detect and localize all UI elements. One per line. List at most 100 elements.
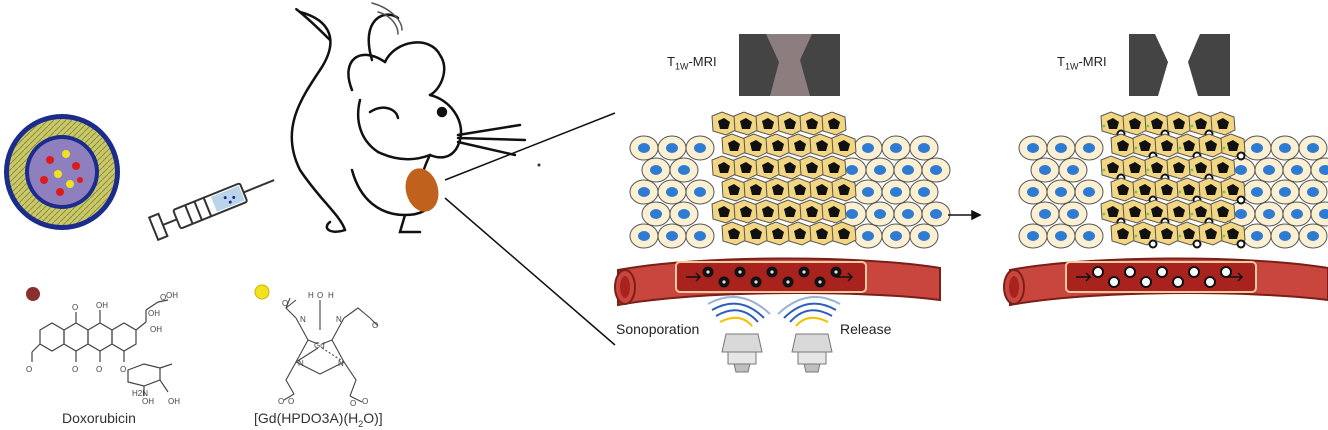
atom-label: N [298,359,304,368]
tumor-nucleus [838,184,850,195]
vessel-liposome [1124,266,1136,278]
cell-nucleus [918,187,930,197]
vessel-liposome [1188,266,1200,278]
vessel-liposome [1156,266,1168,278]
mri-label-right: T1W-MRI [1057,54,1107,72]
cell-nucleus [890,143,902,153]
cell-nucleus [846,209,858,219]
vessel-liposome [1172,276,1184,288]
tumor-nucleus [794,184,806,195]
cell-nucleus [678,209,690,219]
cell-nucleus [918,231,930,241]
tumor-nucleus [1173,162,1185,173]
tumor-nucleus [1161,140,1173,151]
cell-nucleus [1279,187,1291,197]
cell-nucleus [1039,165,1051,175]
released-drug [1134,190,1138,194]
tumor-nucleus [1129,206,1141,217]
tumor-nucleus [1205,140,1217,151]
atom-label: O [120,365,126,374]
tumor-organ [405,168,439,212]
released-drug [1134,146,1138,150]
cell-nucleus [666,187,678,197]
cell-nucleus [1279,231,1291,241]
tumor-nucleus [1183,184,1195,195]
cell-nucleus [678,165,690,175]
liposome-icon [4,114,120,230]
mri-image-right [1129,34,1230,96]
tumor-nucleus [1217,162,1229,173]
atom-label: O [96,365,102,374]
cell-nucleus [1251,187,1263,197]
liposome-payload [40,150,83,196]
tumor-nucleus [762,162,774,173]
atom-label: H2N [132,389,148,398]
cell-nucleus [1235,209,1247,219]
sonoporation-label: Sonoporation [616,321,700,337]
cell-nucleus [1083,187,1095,197]
tumor-nucleus [718,118,730,129]
released-drug [1222,190,1226,194]
cell-nucleus [1055,187,1067,197]
tumor-nucleus [750,184,762,195]
tumor-nucleus [740,206,752,217]
cell-nucleus [890,231,902,241]
tumor-nucleus [794,140,806,151]
vessel-liposome [1220,266,1232,278]
tumor-nucleus [1161,228,1173,239]
cell-nucleus [650,165,662,175]
released-agent [1236,151,1246,161]
released-drug [1190,212,1194,216]
atom-label: Gd [314,341,325,350]
tumor-nucleus [718,206,730,217]
atom-label: OH [142,397,154,406]
atom-label: O [317,291,323,300]
tumor-nucleus [718,162,730,173]
tumor-nucleus [1173,118,1185,129]
released-drug [1190,168,1194,172]
released-drug [1102,168,1106,172]
tumor-nucleus [1117,140,1129,151]
tissue-block-left [614,111,951,307]
tumor-nucleus [828,118,840,129]
tumor-nucleus [1117,228,1129,239]
released-drug [1178,190,1182,194]
atom-label: O [362,397,368,406]
cell-nucleus [918,143,930,153]
cell-nucleus [930,165,942,175]
atom-label: N [338,359,344,368]
cell-nucleus [902,165,914,175]
cell-nucleus [862,143,874,153]
ultrasound-transducer-icon-right [777,296,841,373]
cell-nucleus [890,187,902,197]
tumor-nucleus [828,162,840,173]
tumor-nucleus [1107,206,1119,217]
tumor-nucleus [1139,184,1151,195]
atom-label: O [72,365,78,374]
released-drug [1222,234,1226,238]
tumor-nucleus [772,228,784,239]
cell-nucleus [666,231,678,241]
cell-nucleus [862,231,874,241]
ultrasound-transducer-icon [707,296,771,373]
cell-nucleus [1055,143,1067,153]
cell-nucleus [694,231,706,241]
tumor-nucleus [1151,206,1163,217]
cell-nucleus [1307,187,1319,197]
cell-nucleus [1263,165,1275,175]
tumor-nucleus [816,228,828,239]
cell-nucleus [874,209,886,219]
atom-label: H [308,291,314,300]
released-drug [1222,146,1226,150]
cell-nucleus [1319,165,1328,175]
released-drug [1178,234,1182,238]
cell-nucleus [1083,231,1095,241]
tumor-nucleus [1129,118,1141,129]
tumor-nucleus [838,228,850,239]
cell-nucleus [846,165,858,175]
cell-nucleus [1307,143,1319,153]
tumor-nucleus [1205,228,1217,239]
tumor-nucleus [1117,184,1129,195]
atom-label: H [328,291,334,300]
